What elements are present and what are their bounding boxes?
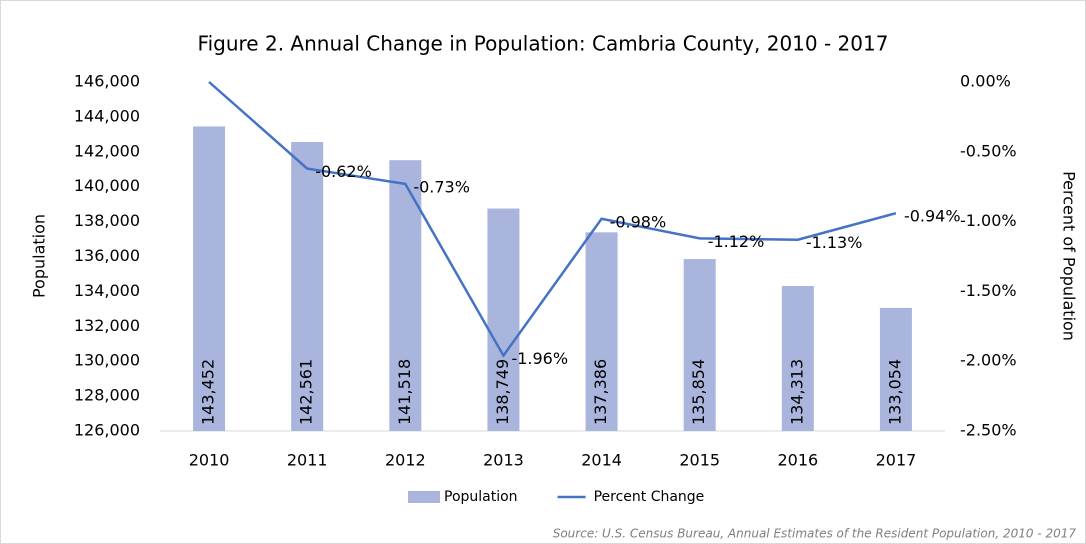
y-axis-title: Population: [30, 214, 49, 298]
line-value-label: -0.98%: [610, 212, 667, 231]
bar: [291, 142, 324, 431]
line-series: [208, 81, 897, 358]
bar-value-label: 134,313: [787, 359, 806, 425]
y-tick-label: 142,000: [74, 141, 140, 160]
x-tick-label: 2012: [385, 451, 426, 470]
bar: [781, 285, 814, 431]
y-tick-label: 144,000: [74, 106, 140, 125]
bar: [389, 160, 422, 431]
x-tick-label: 2014: [581, 451, 622, 470]
bar-value-label: 142,561: [297, 359, 316, 425]
y-tick-label: 140,000: [74, 176, 140, 195]
bar-value-label: 143,452: [199, 359, 218, 425]
x-tick-label: 2017: [876, 451, 917, 470]
y-tick-label: 126,000: [74, 421, 140, 440]
line-value-label: -0.94%: [904, 207, 961, 226]
bar: [879, 307, 912, 431]
legend-label: Population: [444, 489, 518, 505]
y2-tick-label: -1.50%: [960, 281, 1017, 300]
bar-value-label: 135,854: [689, 359, 708, 425]
bar: [193, 126, 226, 432]
line-value-label: -1.12%: [708, 232, 765, 251]
y-tick-label: 136,000: [74, 246, 140, 265]
y-tick-label: 134,000: [74, 281, 140, 300]
x-tick-label: 2015: [679, 451, 720, 470]
bar-value-label: 141,518: [395, 359, 414, 425]
source-note: Source: U.S. Census Bureau, Annual Estim…: [553, 527, 1077, 541]
y2-tick-label: -2.50%: [960, 421, 1017, 440]
y2-tick-label: -1.00%: [960, 211, 1017, 230]
y-tick-label: 138,000: [74, 211, 140, 230]
x-tick-label: 2016: [777, 451, 818, 470]
y-tick-label: 132,000: [74, 316, 140, 335]
y2-tick-label: 0.00%: [960, 72, 1011, 91]
y2-tick-label: -2.00%: [960, 351, 1017, 370]
y-tick-label: 130,000: [74, 351, 140, 370]
y2-tick-label: -0.50%: [960, 141, 1017, 160]
bar: [585, 232, 618, 431]
line-value-label: -0.73%: [413, 177, 470, 196]
bar: [683, 259, 716, 431]
x-tick-label: 2010: [189, 451, 230, 470]
x-tick-label: 2013: [483, 451, 524, 470]
line-value-label: -1.13%: [806, 233, 863, 252]
bar: [487, 208, 520, 431]
bar-value-label: 137,386: [591, 359, 610, 425]
line-value-label: -0.62%: [315, 162, 372, 181]
y-tick-label: 146,000: [74, 72, 140, 91]
bar-value-label: 133,054: [885, 359, 904, 425]
chart-title: Figure 2. Annual Change in Population: C…: [198, 32, 889, 56]
y-tick-label: 128,000: [74, 386, 140, 405]
bar-value-label: 138,749: [493, 359, 512, 425]
line-value-label: -1.96%: [511, 349, 568, 368]
y2-axis-title: Percent of Population: [1060, 171, 1079, 341]
legend-swatch: [408, 491, 440, 503]
x-tick-label: 2011: [287, 451, 328, 470]
legend-label: Percent Change: [594, 489, 705, 505]
